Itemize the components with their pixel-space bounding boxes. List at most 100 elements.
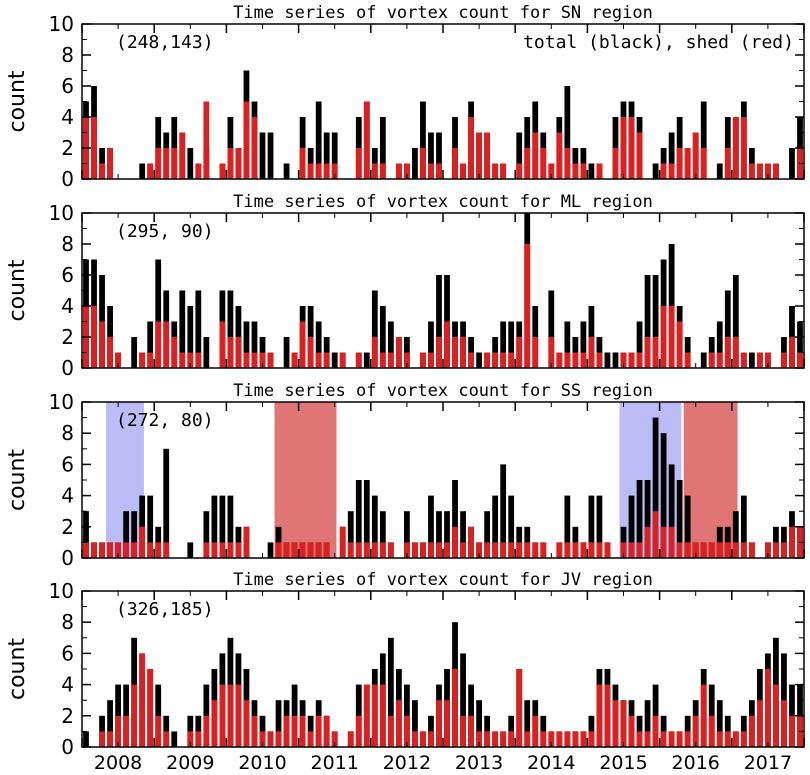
bar-shed (484, 352, 491, 368)
bar-shed (716, 352, 723, 368)
y-tick-label: 4 (61, 105, 74, 129)
bar-shed (131, 542, 138, 558)
bar-shed (676, 542, 683, 558)
bar-total (797, 321, 803, 368)
bar-shed (203, 715, 210, 747)
bar-total (588, 495, 595, 558)
bar-shed (460, 715, 466, 747)
bar-total (412, 700, 418, 747)
bar-shed (564, 148, 571, 179)
bar-total (267, 542, 274, 558)
bar-shed (379, 542, 386, 558)
bar-shed (508, 352, 515, 368)
bar-total (436, 511, 442, 558)
bar-shed (227, 337, 234, 368)
bar-shed (171, 337, 178, 368)
bar-shed (259, 731, 266, 747)
y-tick-label: 10 (49, 12, 74, 36)
bar-total (700, 352, 707, 368)
bar-shed (404, 352, 410, 368)
bar-shed (371, 684, 378, 747)
bar-shed (692, 542, 699, 558)
bar-shed (716, 542, 723, 558)
bar-shed (700, 684, 707, 747)
bar-shed (732, 542, 739, 558)
bar-shed (748, 715, 755, 747)
bar-shed (548, 163, 555, 179)
bar-shed (323, 163, 330, 179)
bar-total (131, 511, 138, 558)
bar-total (564, 321, 571, 368)
bar-shed (492, 163, 499, 179)
bar-total (748, 352, 755, 368)
bar-shed (420, 148, 426, 179)
bar-shed (460, 163, 466, 179)
bar-shed (267, 352, 274, 368)
bar-total (147, 321, 154, 368)
bar-shed (740, 542, 747, 558)
bar-shed (91, 117, 97, 179)
bar-shed (179, 352, 186, 368)
bar-shed (492, 542, 499, 558)
bar-shed (612, 148, 619, 179)
bar-shed (684, 352, 691, 368)
bar-shed (452, 526, 458, 558)
bar-total (732, 511, 739, 558)
bar-shed (227, 148, 234, 179)
bar-total (452, 480, 458, 558)
bar-total (500, 464, 507, 558)
y-tick-label: 6 (61, 641, 74, 665)
bar-shed (588, 542, 595, 558)
bar-shed (363, 684, 370, 747)
panel-title: Time series of vortex count for ML regio… (233, 192, 653, 212)
bar-total (283, 163, 290, 179)
bar-shed (620, 352, 627, 368)
bar-shed (235, 148, 242, 179)
bar-total (524, 700, 531, 747)
bar-shed (315, 352, 322, 368)
y-tick-label: 10 (49, 579, 74, 603)
bar-total (267, 132, 274, 179)
bar-total (387, 637, 394, 747)
x-tick-label: 2017 (744, 752, 792, 774)
bar-shed (789, 526, 795, 558)
bar-shed (163, 321, 170, 368)
bar-shed (660, 163, 667, 179)
bar-shed (516, 337, 523, 368)
bar-shed (684, 148, 691, 179)
bar-shed (219, 684, 226, 747)
bar-shed (251, 117, 258, 179)
bar-shed (195, 352, 202, 368)
bar-shed (732, 731, 739, 747)
bar-total (203, 511, 210, 558)
bar-total (420, 101, 426, 179)
bar-total (259, 132, 266, 179)
bar-shed (251, 715, 258, 747)
bar-shed (339, 526, 346, 558)
bar-shed (203, 101, 210, 179)
bar-shed (227, 542, 234, 558)
bar-total (83, 511, 89, 558)
bar-shed (773, 163, 779, 179)
bar-shed (291, 352, 298, 368)
bar-shed (524, 148, 531, 179)
bar-total (331, 352, 338, 368)
bar-total (187, 542, 194, 558)
bar-total (347, 511, 354, 558)
y-tick-label: 8 (61, 421, 74, 445)
bar-shed (404, 542, 410, 558)
bar-shed (235, 542, 242, 558)
bar-shed (331, 731, 338, 747)
bar-shed (700, 148, 707, 179)
bar-total (596, 495, 603, 558)
bar-shed (468, 715, 474, 747)
bar-shed (644, 526, 651, 558)
bar-shed (420, 542, 426, 558)
bar-shed (612, 700, 619, 747)
bar-shed (428, 731, 434, 747)
bar-shed (596, 352, 603, 368)
bar-shed (444, 700, 450, 747)
bar-shed (363, 542, 370, 558)
bar-total (355, 480, 362, 558)
bar-total (147, 495, 154, 558)
